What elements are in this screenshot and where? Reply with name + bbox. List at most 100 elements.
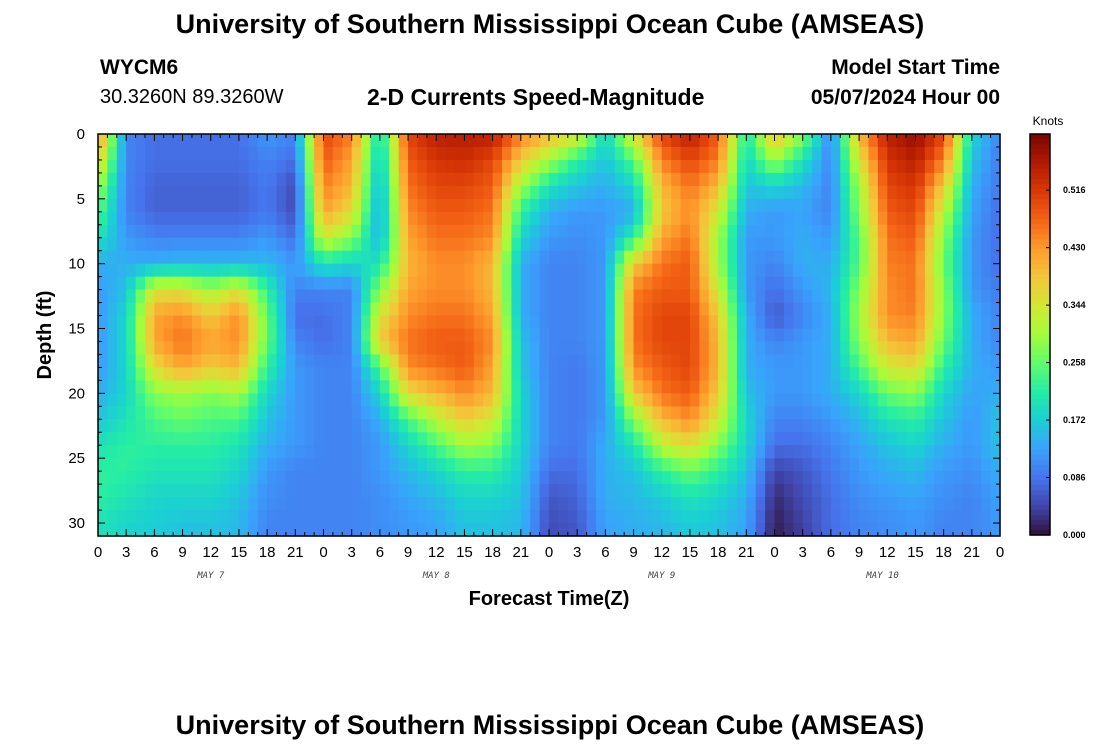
heatmap-cell: [295, 224, 306, 239]
heatmap-cell: [426, 146, 437, 161]
heatmap-cell: [502, 224, 513, 239]
heatmap-cell: [182, 393, 193, 407]
heatmap-cell: [276, 276, 287, 291]
heatmap-cell: [633, 172, 644, 187]
heatmap-cell: [906, 484, 917, 498]
heatmap-cell: [699, 523, 710, 537]
heatmap-cell: [746, 419, 757, 433]
heatmap-cell: [595, 458, 606, 472]
heatmap-cell: [746, 315, 757, 330]
heatmap-cell: [586, 484, 597, 498]
heatmap-cell: [351, 341, 362, 356]
heatmap-cell: [98, 341, 108, 356]
heatmap-cell: [361, 406, 372, 420]
heatmap-cell: [755, 497, 766, 511]
heatmap-cell: [567, 315, 578, 330]
heatmap-cell: [238, 315, 249, 330]
heatmap-cell: [614, 315, 625, 330]
heatmap-cell: [868, 146, 879, 161]
heatmap-cell: [144, 328, 155, 343]
heatmap-cell: [445, 185, 456, 200]
heatmap-cell: [220, 367, 231, 381]
heatmap-cell: [455, 367, 466, 381]
heatmap-cell: [661, 328, 672, 343]
heatmap-cell: [314, 185, 325, 200]
heatmap-cell: [342, 172, 353, 187]
heatmap-cell: [736, 198, 747, 213]
heatmap-cell: [332, 419, 343, 433]
heatmap-cell: [577, 185, 588, 200]
heatmap-cell: [953, 419, 964, 433]
heatmap-cell: [520, 432, 531, 446]
heatmap-cell: [342, 497, 353, 511]
heatmap-cell: [727, 380, 738, 394]
heatmap-cell: [511, 159, 522, 174]
heatmap-cell: [859, 302, 870, 317]
heatmap-cell: [135, 276, 146, 291]
heatmap-cell: [285, 419, 296, 433]
heatmap-cell: [549, 419, 559, 433]
heatmap-cell: [642, 523, 653, 537]
heatmap-cell: [455, 237, 466, 252]
heatmap-cell: [455, 445, 466, 459]
heatmap-cell: [511, 510, 522, 524]
heatmap-cell: [520, 354, 531, 369]
heatmap-cell: [436, 237, 447, 252]
heatmap-cell: [408, 497, 419, 511]
heatmap-cell: [314, 211, 325, 226]
heatmap-cell: [370, 185, 381, 200]
heatmap-cell: [802, 328, 813, 343]
heatmap-cell: [389, 393, 400, 407]
heatmap-cell: [107, 406, 118, 420]
heatmap-cell: [774, 458, 785, 472]
heatmap-cell: [943, 276, 954, 291]
heatmap-cell: [389, 315, 400, 330]
heatmap-cell: [379, 250, 390, 265]
heatmap-cell: [830, 276, 841, 291]
heatmap-cell: [116, 250, 127, 265]
heatmap-cell: [558, 510, 569, 524]
heatmap-cell: [229, 315, 240, 330]
heatmap-cell: [868, 393, 879, 407]
heatmap-cell: [502, 198, 513, 213]
heatmap-cell: [276, 523, 287, 537]
heatmap-cell: [671, 484, 682, 498]
heatmap-cell: [191, 263, 202, 278]
heatmap-cell: [558, 134, 569, 148]
heatmap-cell: [736, 146, 747, 161]
heatmap-cell: [436, 458, 447, 472]
heatmap-cell: [755, 406, 766, 420]
heatmap-cell: [549, 198, 559, 213]
heatmap-cell: [539, 263, 550, 278]
heatmap-cell: [868, 198, 879, 213]
heatmap-cell: [220, 211, 231, 226]
colorbar-segment: [1030, 354, 1050, 361]
heatmap-cell: [539, 406, 550, 420]
heatmap-cell: [859, 237, 870, 252]
heatmap-cell: [595, 198, 606, 213]
heatmap-cell: [633, 354, 644, 369]
heatmap-cell: [661, 393, 672, 407]
colorbar-tick-label: 0.430: [1063, 243, 1086, 253]
heatmap-cell: [830, 484, 841, 498]
heatmap-cell: [840, 458, 851, 472]
heatmap-cell: [887, 471, 898, 485]
heatmap-cell: [285, 185, 296, 200]
heatmap-cell: [408, 484, 419, 498]
heatmap-cell: [276, 250, 287, 265]
heatmap-cell: [614, 237, 625, 252]
heatmap-cell: [614, 406, 625, 420]
heatmap-cell: [990, 406, 1001, 420]
heatmap-cell: [718, 510, 729, 524]
heatmap-cell: [990, 289, 1001, 304]
heatmap-cell: [887, 263, 898, 278]
heatmap-cell: [962, 146, 973, 161]
heatmap-cell: [689, 432, 700, 446]
heatmap-cell: [793, 484, 804, 498]
heatmap-cell: [379, 458, 390, 472]
heatmap-cell: [943, 341, 954, 356]
heatmap-cell: [191, 484, 202, 498]
colorbar-segment: [1030, 469, 1050, 476]
heatmap-cell: [426, 224, 437, 239]
heatmap-cell: [304, 341, 315, 356]
